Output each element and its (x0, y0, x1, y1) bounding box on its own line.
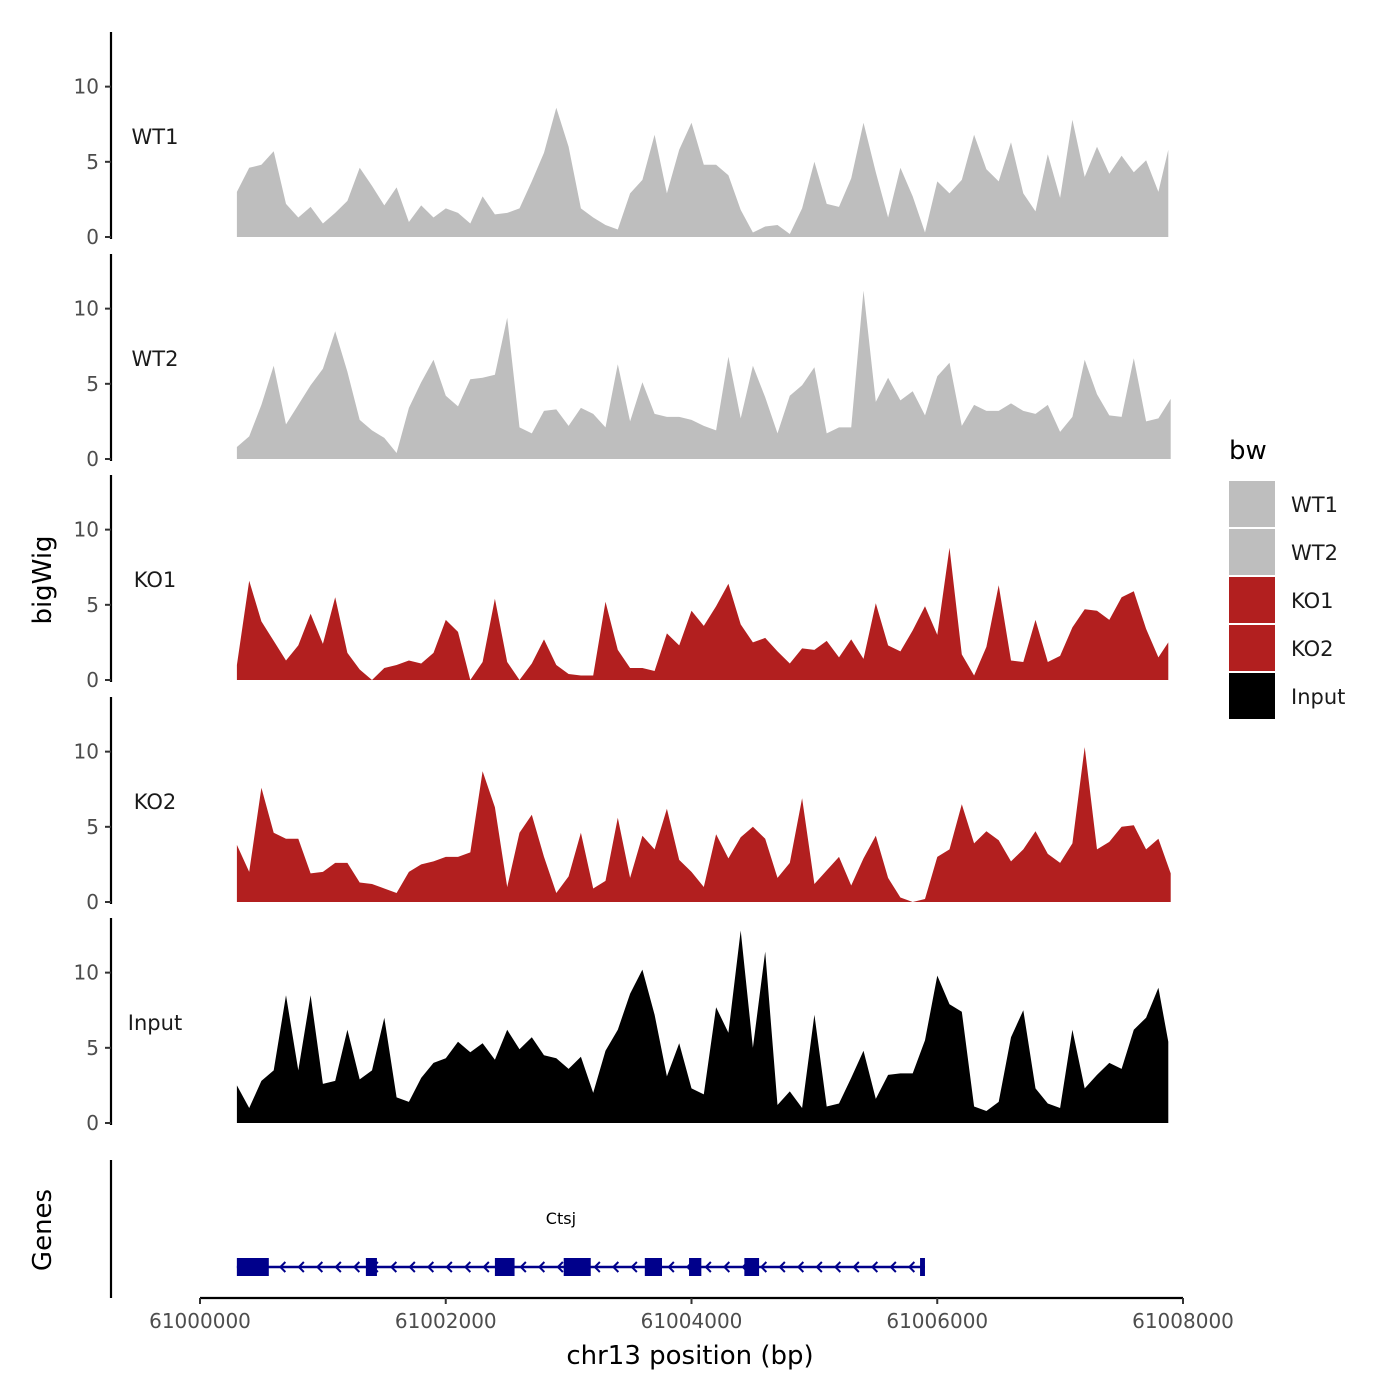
coverage-area-wt1 (236, 107, 1169, 237)
track-label-wt1: WT1 (132, 125, 179, 149)
exon (744, 1258, 760, 1276)
strand-arrow (611, 1261, 620, 1273)
legend-title: bw (1229, 436, 1267, 466)
gene-label: Ctsj (546, 1209, 576, 1228)
legend-key-wt2 (1229, 529, 1275, 575)
legend-label-wt2: WT2 (1291, 541, 1338, 565)
x-tick-label: 61002000 (395, 1309, 497, 1333)
strand-arrow (833, 1261, 842, 1273)
exon (236, 1258, 269, 1276)
track-wt2: 0 5 10 WT2 (74, 254, 1171, 471)
strand-arrow (352, 1261, 361, 1273)
y-tick-label: 5 (86, 372, 99, 396)
strand-arrow (796, 1261, 805, 1273)
coverage-area-ko2 (236, 747, 1171, 902)
legend: bw WT1 WT2 KO1 KO2 Input (1229, 436, 1345, 719)
track-label-ko1: KO1 (134, 568, 177, 592)
y-tick-label: 5 (86, 150, 99, 174)
strand-arrow (334, 1261, 342, 1273)
track-label-ko2: KO2 (134, 790, 177, 814)
y-tick-label: 10 (74, 297, 99, 321)
exon (365, 1258, 377, 1276)
strand-arrow (537, 1261, 546, 1273)
strand-arrow (278, 1261, 287, 1273)
y-tick-label: 0 (86, 1111, 99, 1135)
x-axis-title: chr13 position (bp) (566, 1341, 813, 1371)
x-tick-label: 61004000 (641, 1309, 743, 1333)
genes-track-title: Genes (28, 1189, 58, 1271)
exon (494, 1258, 515, 1276)
y-tick-label: 5 (86, 593, 99, 617)
track-label-wt2: WT2 (132, 347, 179, 371)
strand-arrow (722, 1261, 731, 1273)
gene-ctsj: Ctsj (236, 1209, 925, 1276)
y-tick-label: 10 (74, 961, 99, 985)
strand-arrow (593, 1261, 601, 1273)
strand-arrow (408, 1261, 416, 1273)
strand-arrow (778, 1261, 786, 1273)
exon (644, 1258, 663, 1276)
coverage-area-wt2 (236, 290, 1171, 459)
y-tick-label: 5 (86, 1036, 99, 1060)
y-tick-label: 0 (86, 225, 99, 249)
y-tick-label: 10 (74, 740, 99, 764)
y-tick-label: 10 (74, 518, 99, 542)
track-label-input: Input (128, 1011, 182, 1035)
exon (920, 1258, 925, 1276)
strand-arrow (389, 1261, 398, 1273)
strand-arrow (815, 1261, 823, 1273)
y-tick-label: 0 (86, 890, 99, 914)
y-tick-label: 10 (74, 75, 99, 99)
exon (563, 1258, 591, 1276)
strand-arrow (315, 1261, 324, 1273)
strand-arrow (870, 1261, 879, 1273)
strand-arrow (297, 1261, 305, 1273)
x-axis: 61000000 61002000 61004000 61006000 61008000 (149, 1296, 1234, 1333)
y-axis-title: bigWig (28, 535, 58, 624)
strand-arrow (519, 1261, 527, 1273)
exon (689, 1258, 702, 1276)
strand-arrow (556, 1261, 564, 1273)
track-wt1: 0 5 10 WT1 (74, 32, 1169, 249)
y-tick-label: 5 (86, 815, 99, 839)
x-tick-label: 61006000 (886, 1309, 988, 1333)
legend-label-input: Input (1291, 685, 1345, 709)
strand-arrow (907, 1261, 916, 1273)
strand-arrow (445, 1261, 453, 1273)
gene-track: Ctsj (109, 1160, 925, 1298)
legend-label-ko2: KO2 (1291, 637, 1334, 661)
legend-label-wt1: WT1 (1291, 493, 1338, 517)
y-tick-label: 0 (86, 668, 99, 692)
x-tick-label: 61008000 (1132, 1309, 1234, 1333)
legend-key-ko1 (1229, 577, 1275, 623)
strand-arrow (630, 1261, 638, 1273)
legend-key-wt1 (1229, 481, 1275, 527)
strand-arrow (759, 1261, 768, 1273)
legend-label-ko1: KO1 (1291, 589, 1334, 613)
strand-arrow (667, 1261, 675, 1273)
x-tick-label: 61000000 (149, 1309, 251, 1333)
strand-arrow (426, 1261, 435, 1273)
coverage-area-input (236, 930, 1169, 1123)
coverage-area-ko1 (236, 547, 1169, 680)
legend-key-ko2 (1229, 625, 1275, 671)
legend-key-input (1229, 673, 1275, 719)
strand-arrow (704, 1261, 712, 1273)
strand-arrow (482, 1261, 490, 1273)
track-ko2: 0 5 10 KO2 (74, 697, 1171, 914)
track-ko1: 0 5 10 KO1 (74, 475, 1169, 692)
strand-arrow (463, 1261, 472, 1273)
coverage-tracks: 0 5 10 WT1 0 5 10 WT2 0 5 10 KO1 0 5 10 KO2 0 5 10 Input (74, 32, 1171, 1135)
y-tick-label: 0 (86, 447, 99, 471)
track-input: 0 5 10 Input (74, 918, 1169, 1135)
strand-arrow (889, 1261, 897, 1273)
strand-arrow (852, 1261, 860, 1273)
